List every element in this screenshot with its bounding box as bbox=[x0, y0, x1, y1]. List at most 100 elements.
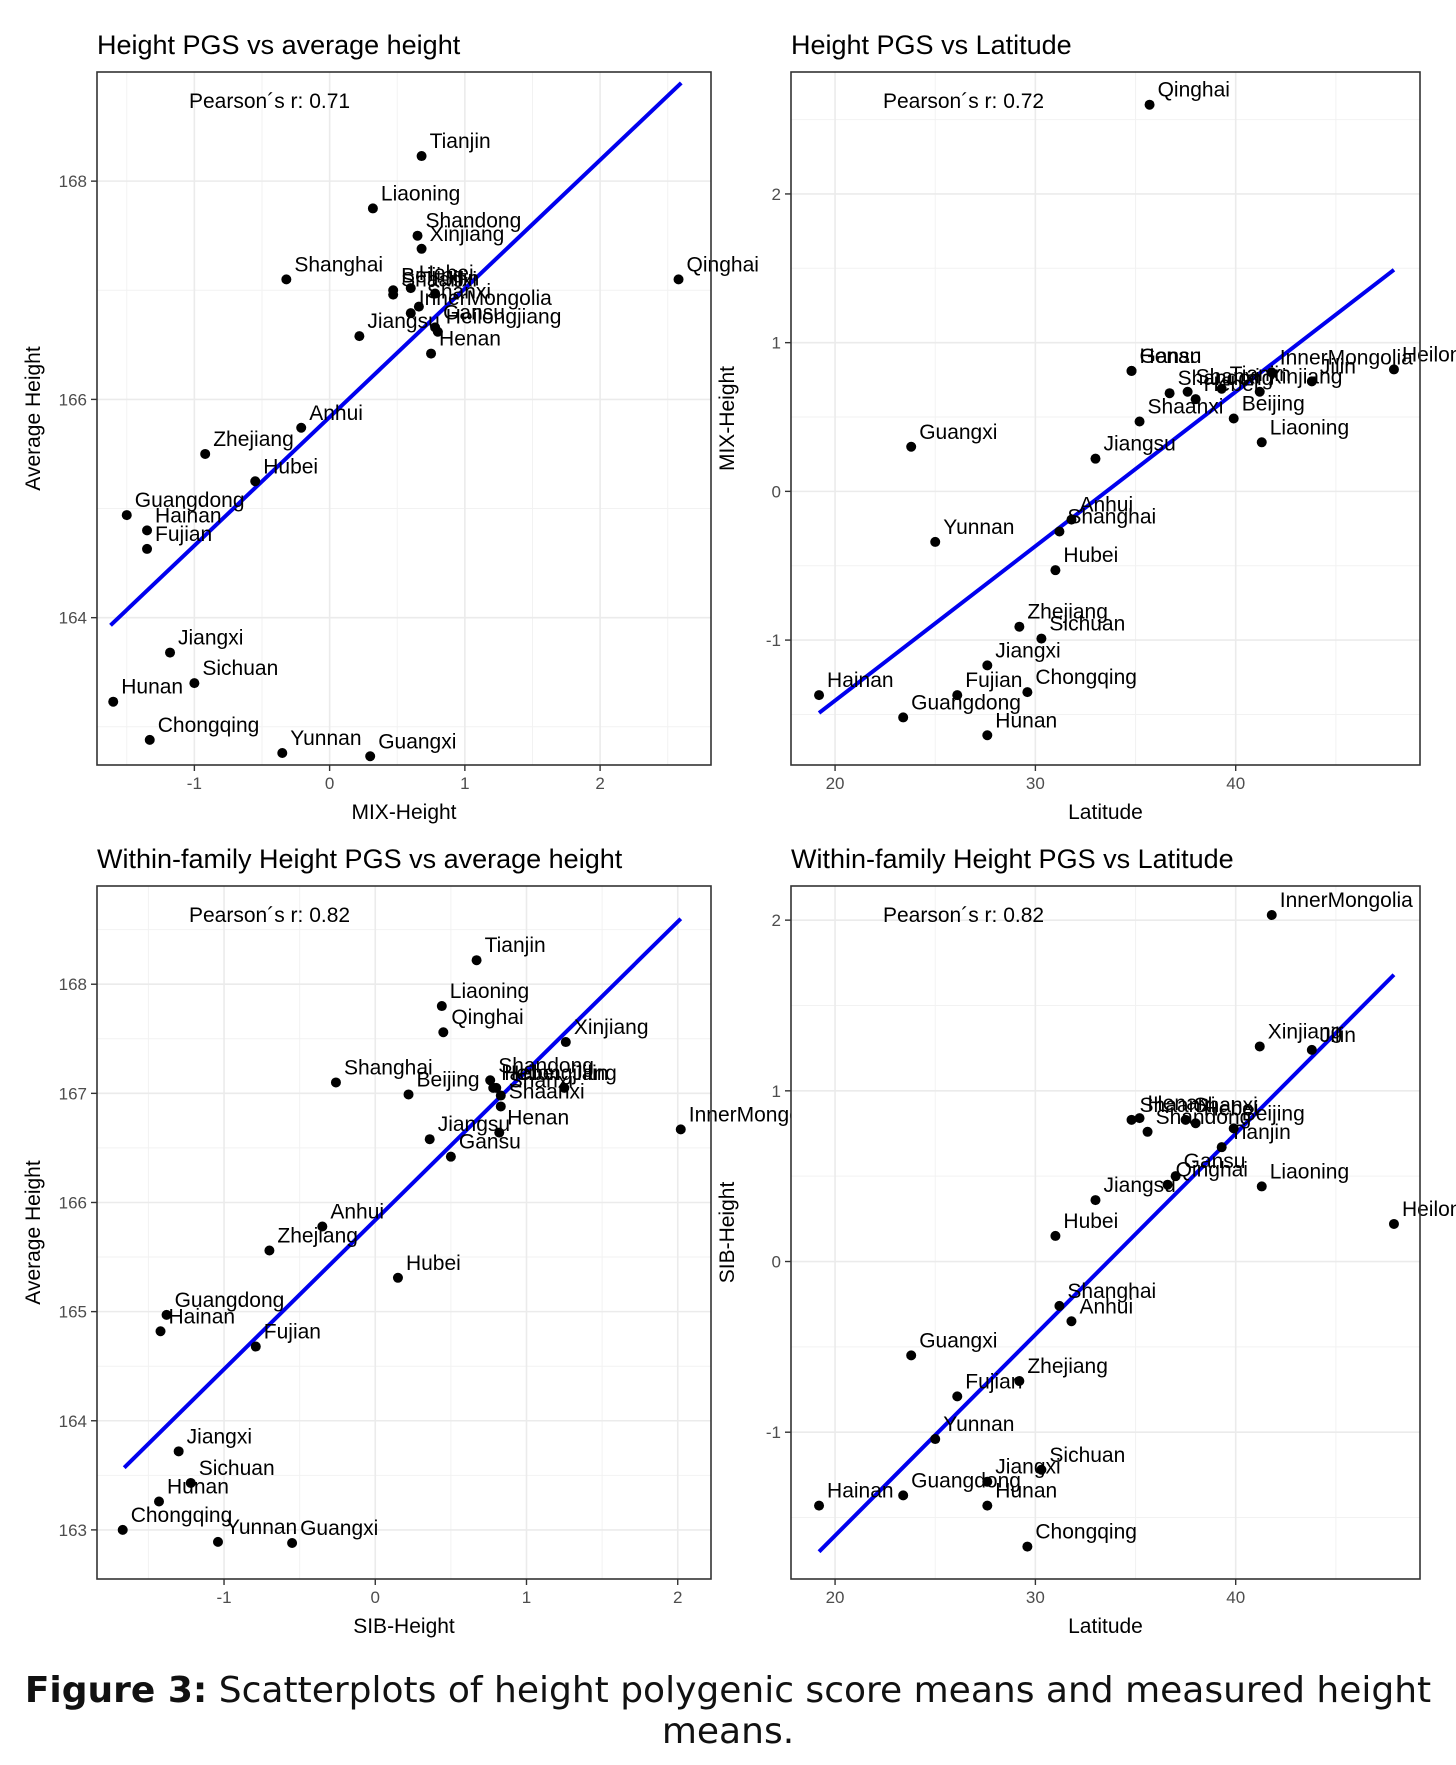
panel-1-y-tick-label: 166 bbox=[59, 390, 87, 409]
panel-1-point-hainan bbox=[142, 525, 153, 536]
panel-2-point-label-henan: Henan bbox=[1140, 345, 1202, 368]
panel-1-point-hubei bbox=[250, 476, 261, 487]
panel-1-point-label-innermongolia: InnerMongolia bbox=[419, 287, 552, 310]
panel-1-point-label-shaanxi: Shaanxi bbox=[401, 269, 477, 292]
panel-2-point-jiangxi bbox=[982, 660, 993, 671]
panel-2-point-label-hainan: Hainan bbox=[827, 669, 894, 692]
panel-1-point-shandong bbox=[412, 230, 423, 241]
panel-1-point-innermongolia bbox=[405, 308, 416, 319]
panel-2-point-label-shandong: Shandong bbox=[1178, 367, 1274, 390]
panel-4-point-shanghai bbox=[1054, 1300, 1065, 1311]
panel-2-point-sichuan bbox=[1036, 633, 1047, 644]
panel-2-point-henan bbox=[1126, 365, 1137, 376]
panel-2-point-label-jilin: Jilin bbox=[1320, 355, 1356, 378]
caption-label: Figure 3: bbox=[24, 1670, 208, 1711]
panel-4-point-label-hubei: Hubei bbox=[1063, 1210, 1118, 1233]
panel-1-point-label-xinjiang: Xinjiang bbox=[430, 223, 505, 246]
panel-1-point-label-henan: Henan bbox=[439, 328, 501, 351]
panel-3-point-gansu bbox=[445, 1151, 456, 1162]
panel-1-panel-border bbox=[96, 71, 712, 766]
panel-2-point-label-sichuan: Sichuan bbox=[1049, 613, 1125, 636]
panel-1-point-label-hebei: Hebei bbox=[419, 262, 474, 285]
panel-3-point-tianjin bbox=[471, 955, 482, 966]
panel-1-point-label-hunan: Hunan bbox=[121, 676, 183, 699]
panel-1-point-label-zhejiang: Zhejiang bbox=[213, 428, 294, 451]
panel-2-point-shanghai bbox=[1054, 526, 1065, 537]
panel-2-point-liaoning bbox=[1256, 437, 1267, 448]
panel-4-y-tick-label: 2 bbox=[772, 911, 781, 930]
panel-4-point-label-hunan: Hunan bbox=[995, 1480, 1057, 1503]
panel-3-y-tick-label: 168 bbox=[59, 975, 87, 994]
panel-1-point-henan bbox=[426, 348, 437, 359]
panel-4-chart-title: Within-family Height PGS vs Latitude bbox=[791, 844, 1234, 874]
panel-2-point-hainan bbox=[814, 690, 825, 701]
panel-3-x-tick-label: 1 bbox=[522, 1588, 531, 1607]
panel-3-point-chongqing bbox=[117, 1524, 128, 1535]
panel-1-point-label-shanghai: Shanghai bbox=[294, 253, 383, 276]
panel-4-point-innermongolia bbox=[1266, 910, 1277, 921]
panel-2-y-tick-label: 0 bbox=[772, 482, 781, 501]
panel-3-regression-line bbox=[122, 917, 683, 1470]
panel-4-point-zhejiang bbox=[1014, 1376, 1025, 1386]
panel-1-pearson-annotation: Pearson´s r: 0.71 bbox=[189, 90, 350, 113]
panel-3-x-tick-label: 2 bbox=[673, 1588, 682, 1607]
panel-1-point-label-sichuan: Sichuan bbox=[202, 657, 278, 680]
panel-3-plot-background bbox=[97, 886, 711, 1579]
panel-1-point-xinjiang bbox=[416, 243, 427, 254]
panel-3-point-liaoning bbox=[436, 1001, 447, 1012]
panel-1-x-tick-label: 1 bbox=[460, 774, 469, 793]
panel-2-point-label-zhejiang: Zhejiang bbox=[1027, 601, 1108, 624]
panel-4-point-guangxi bbox=[906, 1350, 917, 1361]
panel-1-point-fujian bbox=[142, 543, 153, 554]
panel-4-point-shanxi bbox=[1180, 1114, 1191, 1125]
panel-4-point-shandong bbox=[1142, 1126, 1153, 1137]
panel-2-point-shaanxi bbox=[1134, 416, 1145, 427]
panel-4-panel-border bbox=[790, 885, 1421, 1580]
panel-1-point-label-hainan: Hainan bbox=[155, 504, 222, 527]
panel-2-point-label-guangxi: Guangxi bbox=[919, 421, 997, 444]
panel-1-point-label-beijing: Beijing bbox=[401, 264, 464, 287]
panel-1-point-jiangsu bbox=[354, 331, 365, 342]
caption-text: Scatterplots of height polygenic score m… bbox=[218, 1670, 1432, 1752]
panel-3-point-label-hebei: Hebei bbox=[504, 1062, 559, 1085]
panel-3-pearson-annotation: Pearson´s r: 0.82 bbox=[189, 904, 350, 927]
panel-4-point-label-henan: Henan bbox=[1148, 1092, 1210, 1115]
panel-4-point-fujian bbox=[952, 1391, 963, 1402]
panel-4-point-beijing bbox=[1228, 1123, 1239, 1134]
panel-4-point-hunan bbox=[982, 1500, 993, 1511]
panel-2-point-jilin bbox=[1306, 376, 1317, 387]
panel-4-point-label-chongqing: Chongqing bbox=[1035, 1521, 1137, 1544]
panel-4-point-heilongjiang bbox=[1388, 1218, 1399, 1229]
panel-2-x-tick-label: 40 bbox=[1226, 774, 1245, 793]
panel-1-point-label-liaoning: Liaoning bbox=[381, 182, 460, 205]
panel-2-point-innermongolia bbox=[1266, 367, 1277, 378]
panel-3-point-label-xinjiang: Xinjiang bbox=[574, 1016, 649, 1039]
panel-3-point-label-shanxi: Shanxi bbox=[509, 1070, 573, 1093]
panel-2-panel-border bbox=[790, 71, 1421, 766]
panel-1-point-label-hubei: Hubei bbox=[263, 455, 318, 478]
panel-1-point-shanghai bbox=[281, 274, 292, 285]
panel-3-chart-title: Within-family Height PGS vs average heig… bbox=[97, 844, 623, 874]
panel-4-point-label-jiangsu: Jiangsu bbox=[1103, 1174, 1175, 1197]
panel-1-point-shanxi bbox=[413, 301, 424, 312]
panel-3-point-heilongjiang bbox=[488, 1082, 499, 1093]
panel-3-point-label-hubei: Hubei bbox=[406, 1252, 461, 1275]
panel-4-point-label-anhui: Anhui bbox=[1079, 1295, 1133, 1318]
panel-4-x-tick-label: 20 bbox=[826, 1588, 845, 1607]
panel-3-point-guangxi bbox=[287, 1537, 298, 1548]
panel-1-y-tick-label: 164 bbox=[59, 609, 87, 628]
panel-3-y-tick-label: 164 bbox=[59, 1412, 87, 1431]
panel-2-point-label-innermongolia: InnerMongolia bbox=[1280, 346, 1413, 369]
panel-3-point-hubei bbox=[392, 1272, 403, 1283]
panel-3-point-label-jilin: Jilin bbox=[572, 1062, 608, 1085]
panel-4-point-label-heilongjiang: Heilongjiang bbox=[1402, 1198, 1456, 1221]
panel-4-point-label-gansu: Gansu bbox=[1184, 1150, 1246, 1173]
panel-1-x-axis-label: MIX-Height bbox=[351, 801, 456, 824]
panel-2-y-axis-label: MIX-Height bbox=[716, 366, 739, 471]
panel-2-y-tick-label: 2 bbox=[772, 185, 781, 204]
panel-3-panel-border bbox=[96, 885, 712, 1580]
panel-1-point-shaanxi bbox=[388, 289, 399, 300]
panel-2-point-chongqing bbox=[1022, 687, 1033, 698]
panel-2-point-label-hunan: Hunan bbox=[995, 709, 1057, 732]
panel-3-point-shanghai bbox=[330, 1077, 341, 1088]
